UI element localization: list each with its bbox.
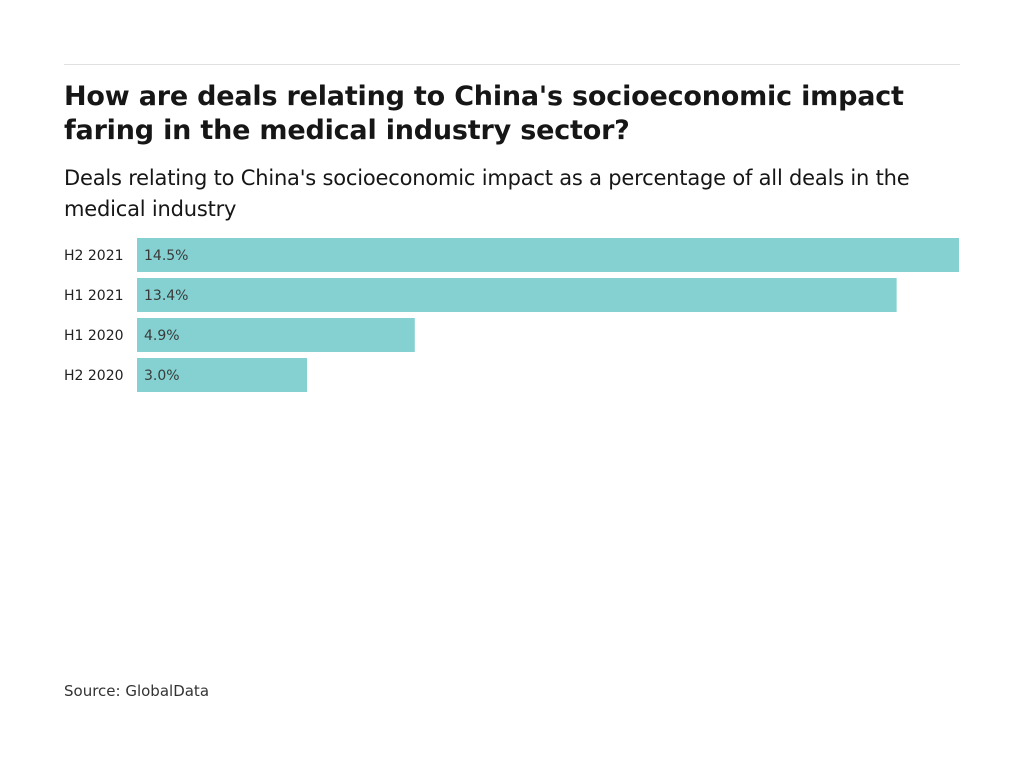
chart-subtitle: Deals relating to China's socioeconomic … — [64, 166, 910, 221]
category-label: H1 2021 — [64, 288, 124, 304]
data-label: 14.5% — [144, 248, 188, 264]
source-note: Source: GlobalData — [64, 682, 210, 700]
bar — [137, 278, 897, 312]
bar — [137, 358, 308, 392]
category-label: H2 2021 — [64, 248, 124, 264]
data-label: 13.4% — [144, 288, 188, 304]
bar — [137, 238, 959, 272]
category-label: H1 2020 — [64, 328, 124, 344]
bar — [137, 318, 415, 352]
data-label: 4.9% — [144, 328, 180, 344]
category-label: H2 2020 — [64, 368, 124, 384]
data-label: 3.0% — [144, 368, 180, 384]
top-divider — [64, 64, 960, 65]
chart-title: How are deals relating to China's socioe… — [64, 81, 904, 146]
